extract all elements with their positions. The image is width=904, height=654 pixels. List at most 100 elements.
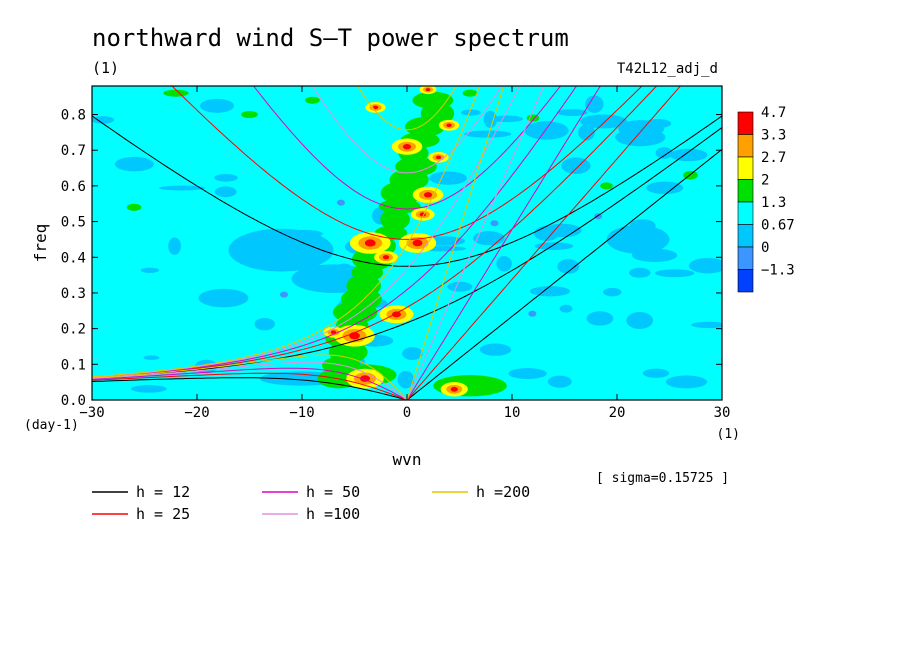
mid-power-patch bbox=[380, 208, 410, 231]
low-power-patch bbox=[646, 181, 684, 195]
y-tick-label: 0.5 bbox=[61, 215, 86, 231]
y-axis-unit: (day-1) bbox=[24, 418, 79, 433]
inertia-gravity-curve bbox=[252, 86, 562, 210]
y-tick-label: 0.8 bbox=[61, 108, 86, 124]
colorbar-label: 3.3 bbox=[761, 128, 786, 144]
inertia-gravity-curve bbox=[357, 86, 457, 131]
low-power-patch bbox=[534, 242, 574, 250]
peak-red bbox=[392, 311, 401, 318]
mid-power-patch bbox=[395, 156, 437, 177]
low-power-patch bbox=[629, 267, 651, 278]
inertia-gravity-curve bbox=[92, 115, 722, 267]
peak-red bbox=[372, 105, 379, 110]
mid-power-patch bbox=[126, 203, 142, 211]
peak-red bbox=[349, 332, 360, 340]
y-tick-label: 0.1 bbox=[61, 357, 86, 373]
legend-label: h =200 bbox=[476, 483, 530, 501]
low-power-patch bbox=[214, 173, 238, 182]
kelvin-curve bbox=[406, 86, 545, 400]
peak-red bbox=[446, 123, 452, 128]
low-power-patch bbox=[655, 269, 695, 278]
y-tick-label: 0.0 bbox=[61, 393, 86, 409]
low-power-patch bbox=[479, 343, 512, 356]
low-power-patch bbox=[130, 385, 167, 393]
low-power-core bbox=[336, 199, 345, 206]
rossby-curve bbox=[92, 367, 408, 400]
rossby-curve bbox=[92, 377, 408, 400]
mrg-curve bbox=[92, 86, 521, 378]
colorbar-swatch bbox=[737, 224, 754, 248]
colorbar-label: −1.3 bbox=[761, 263, 795, 279]
low-power-core bbox=[490, 220, 499, 227]
colorbar-swatch bbox=[737, 156, 754, 180]
low-power-patch bbox=[606, 225, 670, 254]
low-power-patch bbox=[603, 287, 622, 297]
y-tick-label: 0.2 bbox=[61, 322, 86, 338]
chart-title: northward wind S–T power spectrum bbox=[92, 24, 569, 52]
peak-red bbox=[450, 386, 458, 392]
colorbar-swatch bbox=[737, 179, 754, 203]
mid-power-patch bbox=[305, 96, 320, 104]
legend-label: h = 50 bbox=[306, 483, 360, 501]
colorbar-label: 2 bbox=[761, 173, 769, 189]
low-power-patch bbox=[615, 128, 666, 147]
low-power-patch bbox=[586, 311, 614, 326]
low-power-patch bbox=[530, 286, 571, 297]
kelvin-curve bbox=[406, 148, 722, 400]
peak-red bbox=[435, 155, 442, 160]
chart-subtitle-right: T42L12_adj_d bbox=[617, 61, 718, 77]
y-tick-label: 0.7 bbox=[61, 143, 86, 159]
axis-ticks: −30 −20 −10 0 10 20 30 0.0 0.1 0.2 0.3 0.4 0.5 0.6 0.7… bbox=[61, 86, 731, 421]
colorbar-swatch bbox=[737, 246, 754, 270]
low-power-patch bbox=[496, 256, 512, 272]
x-tick-label: −10 bbox=[289, 405, 314, 421]
rossby-curve bbox=[92, 361, 408, 400]
low-power-patch bbox=[140, 267, 160, 273]
legend-label: h = 25 bbox=[136, 505, 190, 523]
low-power-patch bbox=[447, 281, 473, 292]
low-power-patch bbox=[585, 95, 604, 113]
mid-power-patch bbox=[241, 110, 258, 119]
x-axis-label: wvn bbox=[393, 450, 422, 469]
peak-red bbox=[425, 88, 431, 92]
y-axis-label: freq bbox=[31, 224, 50, 263]
low-power-patch bbox=[114, 156, 154, 172]
low-power-patch bbox=[158, 185, 206, 191]
colorbar-swatch bbox=[737, 134, 754, 158]
peak-red bbox=[382, 255, 390, 260]
low-power-patch bbox=[524, 121, 569, 140]
low-power-patch bbox=[561, 157, 591, 175]
low-power-patch bbox=[557, 259, 580, 274]
low-power-patch bbox=[688, 257, 722, 274]
x-axis-unit: (1) bbox=[717, 427, 740, 442]
x-tick-label: 30 bbox=[714, 405, 731, 421]
mid-power-patch bbox=[462, 89, 478, 97]
peak-red bbox=[402, 143, 412, 150]
low-power-patch bbox=[491, 115, 524, 123]
peak-red bbox=[364, 239, 376, 247]
rossby-curve bbox=[92, 354, 408, 400]
peak-red bbox=[330, 330, 337, 335]
inertia-gravity-curve bbox=[171, 86, 643, 240]
y-tick-label: 0.4 bbox=[61, 250, 86, 266]
low-power-patch bbox=[543, 223, 582, 238]
mrg-curve bbox=[92, 86, 578, 378]
low-power-patch bbox=[200, 98, 235, 113]
low-power-patch bbox=[642, 368, 670, 378]
rossby-curve bbox=[92, 372, 408, 400]
low-power-patch bbox=[143, 355, 160, 360]
low-power-patch bbox=[463, 130, 512, 138]
low-power-patch bbox=[669, 148, 708, 162]
colorbar-swatch bbox=[737, 269, 754, 293]
kelvin-curve bbox=[406, 86, 601, 400]
low-power-patch bbox=[547, 375, 572, 388]
low-power-patch bbox=[92, 116, 115, 124]
low-power-patch bbox=[655, 147, 673, 159]
low-power-patch bbox=[483, 110, 498, 129]
curve-legend: h = 12 h = 25 h = 50 h =100 h =200 bbox=[92, 483, 530, 523]
y-tick-label: 0.3 bbox=[61, 286, 86, 302]
legend-label: h =100 bbox=[306, 505, 360, 523]
contour-layer bbox=[92, 86, 722, 397]
inertia-gravity-curve bbox=[312, 86, 502, 174]
